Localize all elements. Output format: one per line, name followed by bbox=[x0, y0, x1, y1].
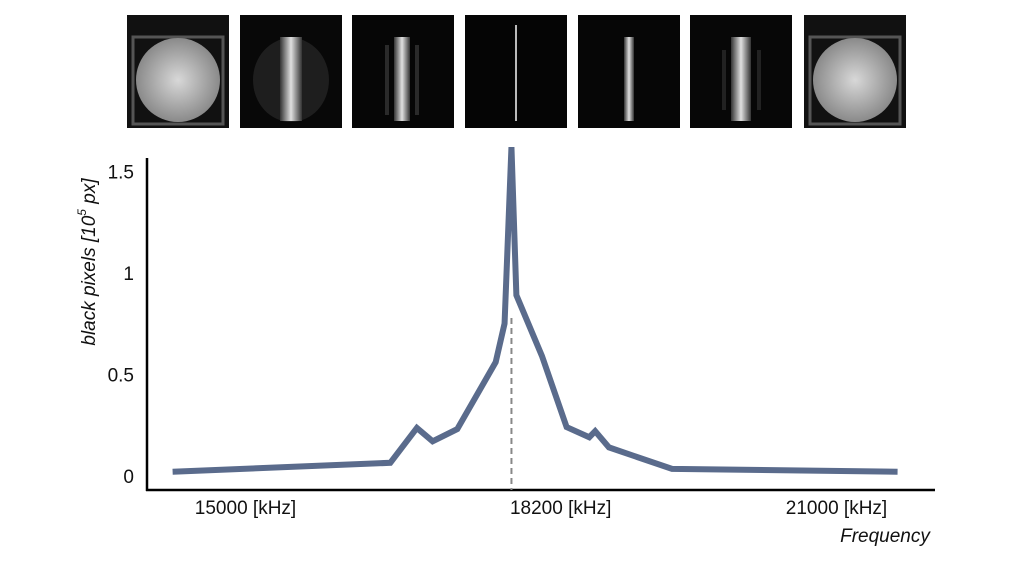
thumbnail bbox=[690, 15, 792, 128]
x-tick-label: 21000 [kHz] bbox=[786, 498, 887, 519]
thumbnail bbox=[578, 15, 680, 128]
x-axis-label: Frequency bbox=[840, 526, 931, 547]
y-tick-label: 1 bbox=[123, 264, 134, 285]
y-tick-label: 0.5 bbox=[108, 365, 134, 386]
thumbnail bbox=[240, 15, 342, 128]
thumbnail bbox=[465, 15, 567, 128]
y-label-superscript: 5 bbox=[75, 209, 89, 216]
y-tick-label: 0 bbox=[123, 467, 134, 488]
thumbnail bbox=[127, 15, 229, 128]
y-axis-label: black pixels [105 px] bbox=[75, 178, 100, 346]
y-label-suffix: px] bbox=[79, 178, 100, 209]
y-label-text: black pixels [10 bbox=[79, 215, 100, 345]
thumbnail bbox=[804, 15, 906, 128]
thumbnail bbox=[352, 15, 454, 128]
thumbnails bbox=[127, 15, 906, 128]
x-tick-label: 15000 [kHz] bbox=[195, 498, 296, 519]
y-tick-label: 1.5 bbox=[108, 162, 134, 183]
line-series bbox=[172, 146, 898, 475]
x-tick-label: 18200 [kHz] bbox=[510, 498, 611, 519]
